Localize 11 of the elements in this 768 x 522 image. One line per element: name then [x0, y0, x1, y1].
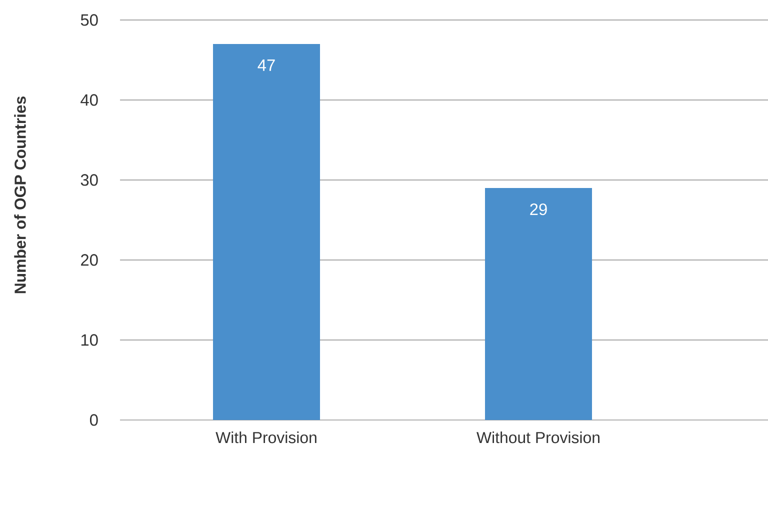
y-tick-label: 10: [81, 334, 98, 346]
data-label: 47: [258, 60, 275, 71]
y-tick-label: 40: [80, 94, 98, 106]
x-tick-label: Without Provision: [476, 432, 600, 444]
y-tick-label: 30: [80, 174, 98, 186]
y-tick-label: 50: [80, 14, 98, 26]
y-tick-label: 20: [81, 254, 98, 266]
data-label: 29: [530, 204, 547, 216]
x-tick-label: With Provision: [216, 432, 316, 444]
y-tick-label: 0: [90, 414, 98, 426]
y-axis-title: Number of OGP Countries: [14, 96, 26, 294]
